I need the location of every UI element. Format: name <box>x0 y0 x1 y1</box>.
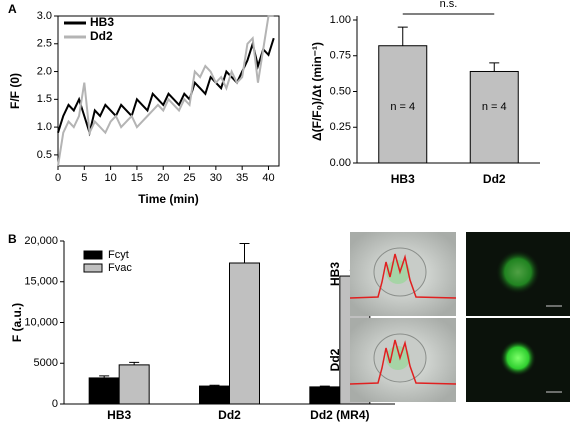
y-tick-label: 0.25 <box>330 121 351 133</box>
panel-label: A <box>8 2 17 16</box>
x-tick-label: HB3 <box>391 172 415 186</box>
y-tick-label: 20,000 <box>24 235 58 247</box>
row-label: Dd2 <box>328 348 342 371</box>
x-tick-label: 40 <box>262 172 274 184</box>
legend-label: HB3 <box>90 15 114 29</box>
y-tick-label: 15,000 <box>24 276 58 288</box>
bar <box>118 364 150 405</box>
y-tick-label: 0.50 <box>330 85 351 97</box>
x-tick-label: 20 <box>157 172 169 184</box>
y-tick-label: 2.5 <box>37 38 52 50</box>
error-bar <box>99 375 110 378</box>
row-label: HB3 <box>328 262 342 286</box>
y-tick-label: 2.0 <box>37 65 52 77</box>
error-bar <box>397 26 408 46</box>
x-axis-label: Time (min) <box>138 192 198 206</box>
x-tick-label: Dd2 (MR4) <box>310 408 369 422</box>
x-tick-label: Dd2 <box>218 408 241 422</box>
legend-label: Fvac <box>108 262 132 274</box>
fluorescence-signal <box>496 250 540 294</box>
error-bar <box>239 242 250 264</box>
y-tick-label: 1.00 <box>330 14 351 26</box>
bar <box>309 386 341 405</box>
plot-frame <box>57 15 280 167</box>
x-tick-label: Dd2 <box>483 172 506 186</box>
fluorescence-signal <box>500 340 536 376</box>
y-tick-label: 0.75 <box>330 50 351 62</box>
x-tick-label: 5 <box>81 172 87 184</box>
x-tick-label: 30 <box>210 172 222 184</box>
bar <box>88 377 120 405</box>
y-tick-label: 0.00 <box>330 157 351 169</box>
y-tick-label: 1.5 <box>37 93 52 105</box>
panel-label: B <box>8 232 17 246</box>
data-line <box>57 15 274 167</box>
y-tick-label: 1.0 <box>37 121 52 133</box>
y-tick-label: 0 <box>52 398 58 410</box>
data-line <box>57 37 275 137</box>
legend-swatch <box>83 263 103 273</box>
intensity-profile <box>349 339 457 385</box>
y-axis-label: Δ(F/F₀)/Δt (min⁻¹) <box>310 42 324 141</box>
x-tick-label: HB3 <box>107 408 131 422</box>
bar <box>229 262 260 405</box>
bar <box>469 70 519 164</box>
significance-label: n.s. <box>440 0 458 10</box>
y-tick-label: 0.5 <box>37 149 52 161</box>
x-tick-label: 25 <box>183 172 195 184</box>
y-axis-label: F (a.u.) <box>10 303 24 342</box>
error-bar <box>319 385 330 387</box>
axes <box>63 241 395 405</box>
legend-label: Fcyt <box>108 249 129 261</box>
y-axis-label: F/F (0) <box>8 73 22 109</box>
bar <box>199 385 230 405</box>
error-bar <box>209 384 220 387</box>
legend-label: Dd2 <box>90 29 113 43</box>
x-tick-label: 0 <box>55 172 61 184</box>
y-tick-label: 5000 <box>34 357 58 369</box>
x-tick-label: 15 <box>131 172 143 184</box>
intensity-profile <box>349 253 457 299</box>
y-tick-label: 10,000 <box>24 316 58 328</box>
y-tick-label: 3.0 <box>37 10 52 22</box>
error-bar <box>129 361 140 365</box>
x-tick-label: 35 <box>236 172 248 184</box>
x-tick-label: 10 <box>104 172 116 184</box>
bar-label: n = 4 <box>482 101 507 113</box>
error-bar <box>489 62 500 72</box>
bar-label: n = 4 <box>390 101 415 113</box>
bar <box>378 45 428 164</box>
legend-swatch <box>83 250 103 260</box>
